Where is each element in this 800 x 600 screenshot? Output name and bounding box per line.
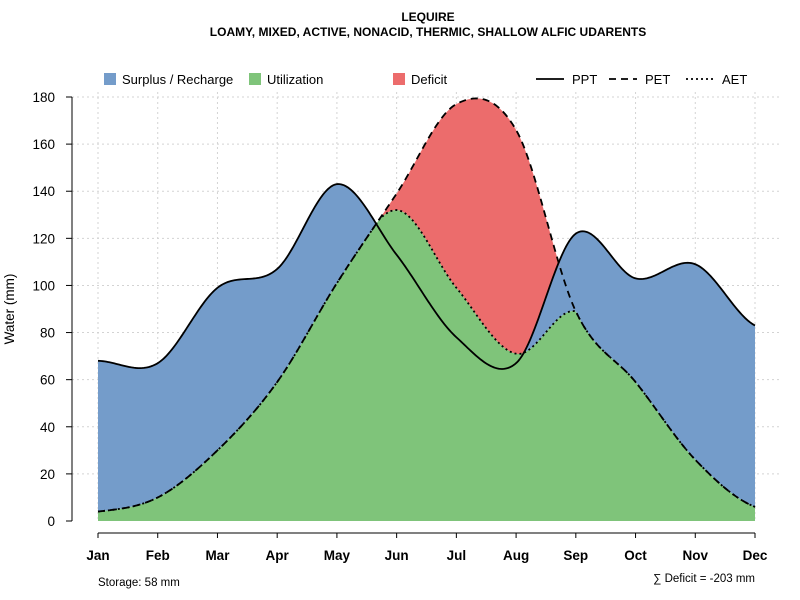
y-tick-label: 40	[40, 420, 55, 435]
area-fills	[98, 98, 755, 521]
y-tick-label: 80	[40, 326, 55, 341]
chart-subtitle: LOAMY, MIXED, ACTIVE, NONACID, THERMIC, …	[210, 25, 646, 39]
y-tick-label: 160	[32, 137, 55, 152]
storage-note: Storage: 58 mm	[98, 577, 180, 589]
legend-label-deficit: Deficit	[411, 72, 448, 87]
y-tick-label: 100	[32, 278, 55, 293]
legend-label-ppt: PPT	[572, 72, 597, 87]
x-tick-label-may: May	[324, 548, 351, 563]
legend-swatch-deficit	[393, 73, 405, 85]
utilization-area	[98, 210, 755, 521]
x-tick-label-jul: Jul	[447, 548, 467, 563]
x-tick-label-dec: Dec	[743, 548, 768, 563]
legend-label-pet: PET	[645, 72, 670, 87]
y-tick-label: 20	[40, 467, 55, 482]
x-tick-label-jan: Jan	[86, 548, 109, 563]
deficit-area	[98, 98, 755, 512]
x-tick-label-aug: Aug	[503, 548, 529, 563]
x-tick-label-sep: Sep	[563, 548, 588, 563]
legend-swatch-surplus-recharge	[104, 73, 116, 85]
x-tick-label-mar: Mar	[205, 548, 230, 563]
y-axis-label: Water (mm)	[2, 274, 17, 345]
series-lines	[97, 97, 756, 513]
y-tick-label: 0	[47, 514, 55, 529]
series-line-ppt	[97, 183, 756, 370]
y-tick-label: 140	[32, 184, 55, 199]
legend-label-aet: AET	[722, 72, 747, 87]
x-tick-label-oct: Oct	[624, 548, 647, 563]
axes: 0 20 40 60 80 100 120 140 160 180 Jan Feb Mar Apr May J…	[32, 90, 767, 563]
legend-label-surplus-recharge: Surplus / Recharge	[122, 72, 233, 87]
legend-label-utilization: Utilization	[267, 72, 323, 87]
x-tick-label-apr: Apr	[266, 548, 290, 563]
y-tick-label: 120	[32, 231, 55, 246]
series-line-aet	[97, 209, 756, 513]
surplus-area	[98, 184, 755, 512]
y-tick-label: 180	[32, 90, 55, 105]
legend-swatch-utilization	[249, 73, 261, 85]
chart-title: LEQUIRE	[401, 10, 454, 24]
legend: Surplus / Recharge Utilization Deficit PPT P…	[104, 72, 747, 87]
x-tick-label-feb: Feb	[146, 548, 170, 563]
x-tick-label-nov: Nov	[683, 548, 709, 563]
deficit-note: ∑ Deficit = -203 mm	[653, 573, 755, 585]
x-tick-label-jun: Jun	[385, 548, 409, 563]
series-line-pet	[97, 97, 756, 513]
y-tick-label: 60	[40, 373, 55, 388]
